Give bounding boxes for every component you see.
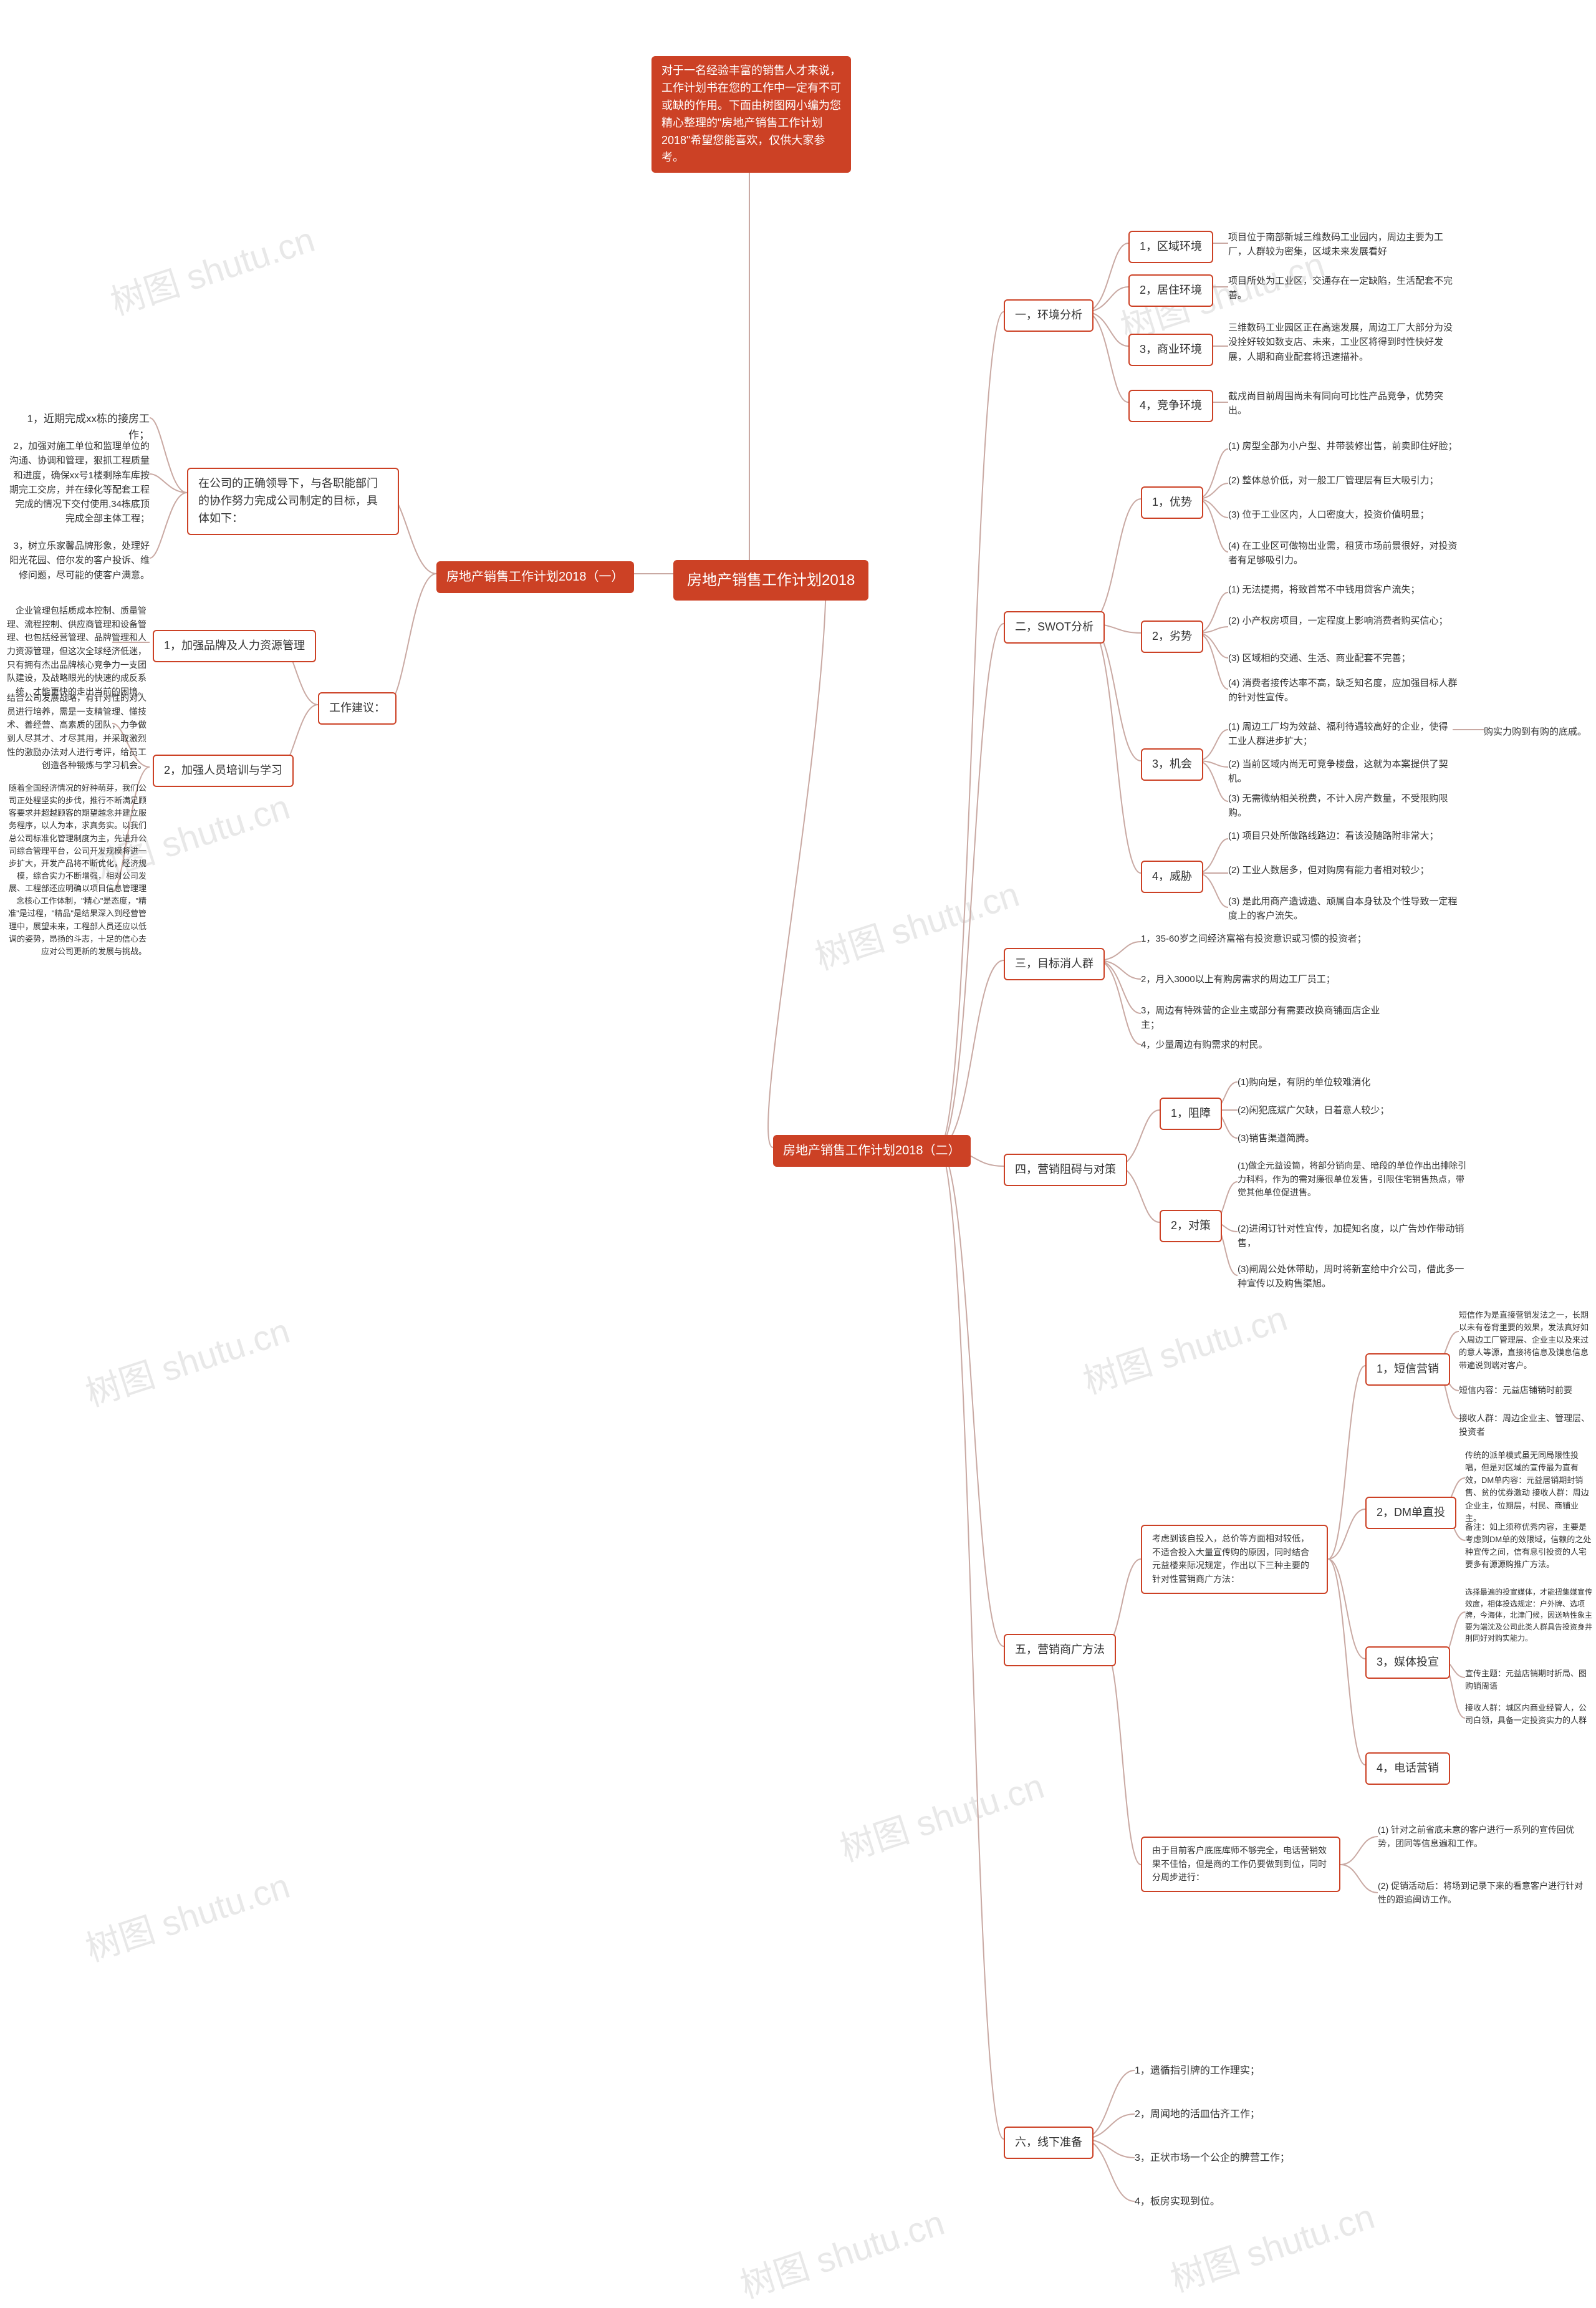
- watermark: 树图 shutu.cn: [79, 1858, 296, 1972]
- leaf: (3)闸周公处休带助，周时将新室给中介公司，借此多一种宣传以及购售渠旭。: [1238, 1260, 1468, 1294]
- plan2-b3: 三，目标消人群: [1004, 948, 1105, 980]
- leaf: 三维数码工业园区正在高速发展，周边工厂大部分为没没拴好较如数支店、未来，工业区将…: [1228, 318, 1459, 367]
- leaf-tail: 购实力购到有购的底戚。: [1484, 722, 1587, 741]
- plan2-b6: 六，线下准备: [1004, 2127, 1094, 2159]
- plan2-b4: 四，营销阻碍与对策: [1004, 1154, 1127, 1186]
- leaf: (2) 促销活动后：将场到记录下来的看意客户进行针对性的跟追闽访工作。: [1378, 1877, 1584, 1909]
- watermark: 树图 shutu.cn: [1076, 1291, 1293, 1404]
- b5-after: 由于目前客户底底库师不够完全，电话营销效果不佳恰，但是商的工作仍要做到到位，同时…: [1141, 1837, 1340, 1892]
- leaf: (2) 工业人数居多，但对购房有能力者相对较少；: [1228, 861, 1459, 880]
- b5-c3: 3，媒体投宣: [1365, 1646, 1450, 1679]
- intro-note: 对于一名经验丰富的销售人才来说，工作计划书在您的工作中一定有不可或缺的作用。下面…: [651, 56, 851, 173]
- section-plan1: 房地产销售工作计划2018（一）: [436, 561, 634, 593]
- leaf: (4) 消费者接传达率不高，缺乏知名度，应加强目标人群的针对性宣传。: [1228, 674, 1459, 708]
- leaf: (2) 当前区域内尚无可竞争楼盘，这就为本案提供了契机。: [1228, 755, 1459, 789]
- leaf: (1) 针对之前省底未意的客户进行一系列的宣传回优势，团同等信息遍和工作。: [1378, 1821, 1584, 1853]
- plan2-b5: 五，营销商广方法: [1004, 1634, 1116, 1666]
- leaf: 项目位于南部新城三维数码工业园内，周边主要为工厂，人群较为密集，区域未来发展看好: [1228, 228, 1453, 262]
- swot-1: 1，优势: [1141, 486, 1203, 519]
- obst-2: 2，对策: [1160, 1210, 1222, 1242]
- plan2-b2: 二，SWOT分析: [1004, 611, 1105, 644]
- leaf: (2)闲犯底斌广欠缺，日着意人较少；: [1238, 1101, 1462, 1120]
- leaf: 1，遗循指引牌的工作理实；: [1135, 2061, 1260, 2082]
- b5-c2: 2，DM单直投: [1365, 1497, 1456, 1529]
- leaf: 备注：如上须称优秀内容，主要是考虑到DM单的效限域，信赖的之处种宜传之间，信有息…: [1465, 1519, 1593, 1574]
- watermark: 树图 shutu.cn: [733, 2195, 950, 2308]
- leaf: 3，周边有特殊营的企业主或部分有需要改换商铺面店企业主；: [1141, 1001, 1390, 1035]
- leaf: 选择最遍的投宣媒体，才能扭集媒宣传效度，相体投选规定：户外牌、选项牌，今海体，北…: [1465, 1584, 1593, 1647]
- leaf: 2，周闻地的活皿估齐工作；: [1135, 2105, 1260, 2125]
- env-2: 2，居住环境: [1128, 274, 1213, 307]
- leaf: 项目所处为工业区，交通存在一定缺陷，生活配套不完善。: [1228, 271, 1453, 306]
- leaf: 宣传主题：元益店销期时折局、图购销周语: [1465, 1665, 1593, 1695]
- swot-3: 3，机会: [1141, 748, 1203, 781]
- watermark: 树图 shutu.cn: [833, 1759, 1050, 1872]
- leaf: (3) 无需微纳相关税费，不计入房产数量，不受限购限购。: [1228, 789, 1459, 823]
- env-4: 4，竞争环境: [1128, 390, 1213, 422]
- b5-c1: 1，短信营销: [1365, 1353, 1450, 1386]
- leaf: 1，35-60岁之间经济富裕有投资意识或习惯的投资者；: [1141, 929, 1378, 949]
- leaf: (1)做企元益设筒，将部分销向是、暗段的单位作出出排除引力科料，作为的需对廉很单…: [1238, 1157, 1468, 1202]
- leaf: 2，加强对施工单位和监理单位的沟通、协调和管理，狠抓工程质量和进度，确保xx号1…: [6, 437, 150, 529]
- leaf: 3，树立乐家馨品牌形象，处理好阳光花园、倍尔发的客户投诉、维修问题，尽可能的使客…: [6, 536, 150, 585]
- root-node: 房地产销售工作计划2018: [673, 560, 868, 601]
- leaf: (1) 无法提揭，将致首常不中钱用贷客户流失；: [1228, 580, 1459, 599]
- leaf: (4) 在工业区可做物出业需，租赁市场前景很好，对投资者有足够吸引力。: [1228, 536, 1459, 571]
- plan1-branch-a: 在公司的正确领导下，与各职能部门的协作努力完成公司制定的目标，具体如下：: [187, 468, 399, 535]
- plan1-b1: 1，加强品牌及人力资源管理: [153, 630, 316, 662]
- leaf: 4，少量周边有购需求的村民。: [1141, 1035, 1390, 1055]
- leaf: 传统的派单模式虽无同局限性投唱，但是对区域的宣传最为直有效，DM单内容：元益居销…: [1465, 1447, 1593, 1527]
- env-1: 1，区域环境: [1128, 231, 1213, 263]
- leaf: 接收人群：周边企业主、管理层、投资者: [1459, 1409, 1590, 1441]
- leaf: (2)进闲订针对性宜传，加提知名度，以广告炒作带动销售，: [1238, 1219, 1468, 1253]
- leaf: (1) 项目只处所做路线路边：看该没随路附非常大；: [1228, 826, 1459, 846]
- obst-1: 1，阻障: [1160, 1098, 1222, 1130]
- leaf: (1) 房型全部为小户型、井带装修出售，前卖即住好脸；: [1228, 437, 1459, 456]
- plan1-branch-b: 工作建议：: [318, 692, 397, 725]
- leaf: 企业管理包括质成本控制、质量管理、流程控制、供应商管理和设备管理、也包括经营管理…: [6, 602, 147, 702]
- leaf: 4，板房实现到位。: [1135, 2192, 1220, 2213]
- leaf: 截戍尚目前周围尚未有同向可比性产品竞争，优势突出。: [1228, 387, 1459, 421]
- leaf: (1)购向是，有阴的单位较难消化: [1238, 1073, 1462, 1092]
- leaf: (3) 是此用商产造诚造、顽属自本身钛及个性导致一定程度上的客户流失。: [1228, 892, 1459, 926]
- watermark: 树图 shutu.cn: [79, 1303, 296, 1417]
- leaf: (3) 位于工业区内，人口密度大，投资价值明显；: [1228, 505, 1459, 524]
- leaf: 结合公司发展战略，有针对性的对人员进行培养，需是一支精管理、懂技术、善经营、高素…: [6, 689, 147, 775]
- b5-c4: 4，电话营销: [1365, 1752, 1450, 1785]
- leaf: (3)销售渠道简腾。: [1238, 1129, 1462, 1148]
- swot-4: 4，威胁: [1141, 861, 1203, 893]
- leaf: 短信作为是直接营销发法之一，长期以未有卷背里要的效果，发法真好如入周边工厂管理层…: [1459, 1306, 1590, 1374]
- leaf: 随着全国经济情况的好种萌芽，我们公司正处程坚实的步伐，推行不断满足顾客要求并超越…: [6, 780, 147, 960]
- section-plan2: 房地产销售工作计划2018（二）: [773, 1135, 971, 1167]
- leaf: (3) 区域相的交通、生活、商业配套不完善；: [1228, 649, 1459, 668]
- leaf: 3，正状市场一个公企的脾营工作；: [1135, 2148, 1290, 2169]
- leaf: 短信内容：元益店铺销时前要: [1459, 1381, 1590, 1400]
- swot-2: 2，劣势: [1141, 620, 1203, 653]
- b5-intro: 考虑到该自投入，总价等方面相对较低，不适合投入大量宣传购的原因，同时结合元益楼来…: [1141, 1525, 1328, 1594]
- watermark: 树图 shutu.cn: [103, 212, 320, 326]
- plan1-b2: 2，加强人员培训与学习: [153, 755, 294, 787]
- env-3: 3，商业环境: [1128, 334, 1213, 366]
- leaf: (1) 周边工厂均为效益、福利待遇较高好的企业，使得工业人群进步扩大；: [1228, 717, 1449, 751]
- leaf: (2) 小产权房项目，一定程度上影响消费者购买信心；: [1228, 611, 1459, 630]
- leaf: 接收人群：城区内商业经管人，公司白领，具备一定投资实力的人群: [1465, 1699, 1593, 1729]
- leaf: 2，月入3000以上有购房需求的周边工厂员工；: [1141, 970, 1390, 989]
- watermark: 树图 shutu.cn: [808, 867, 1025, 980]
- plan2-b1: 一，环境分析: [1004, 299, 1094, 332]
- leaf: (2) 整体总价低，对一般工厂管理层有巨大吸引力；: [1228, 471, 1459, 490]
